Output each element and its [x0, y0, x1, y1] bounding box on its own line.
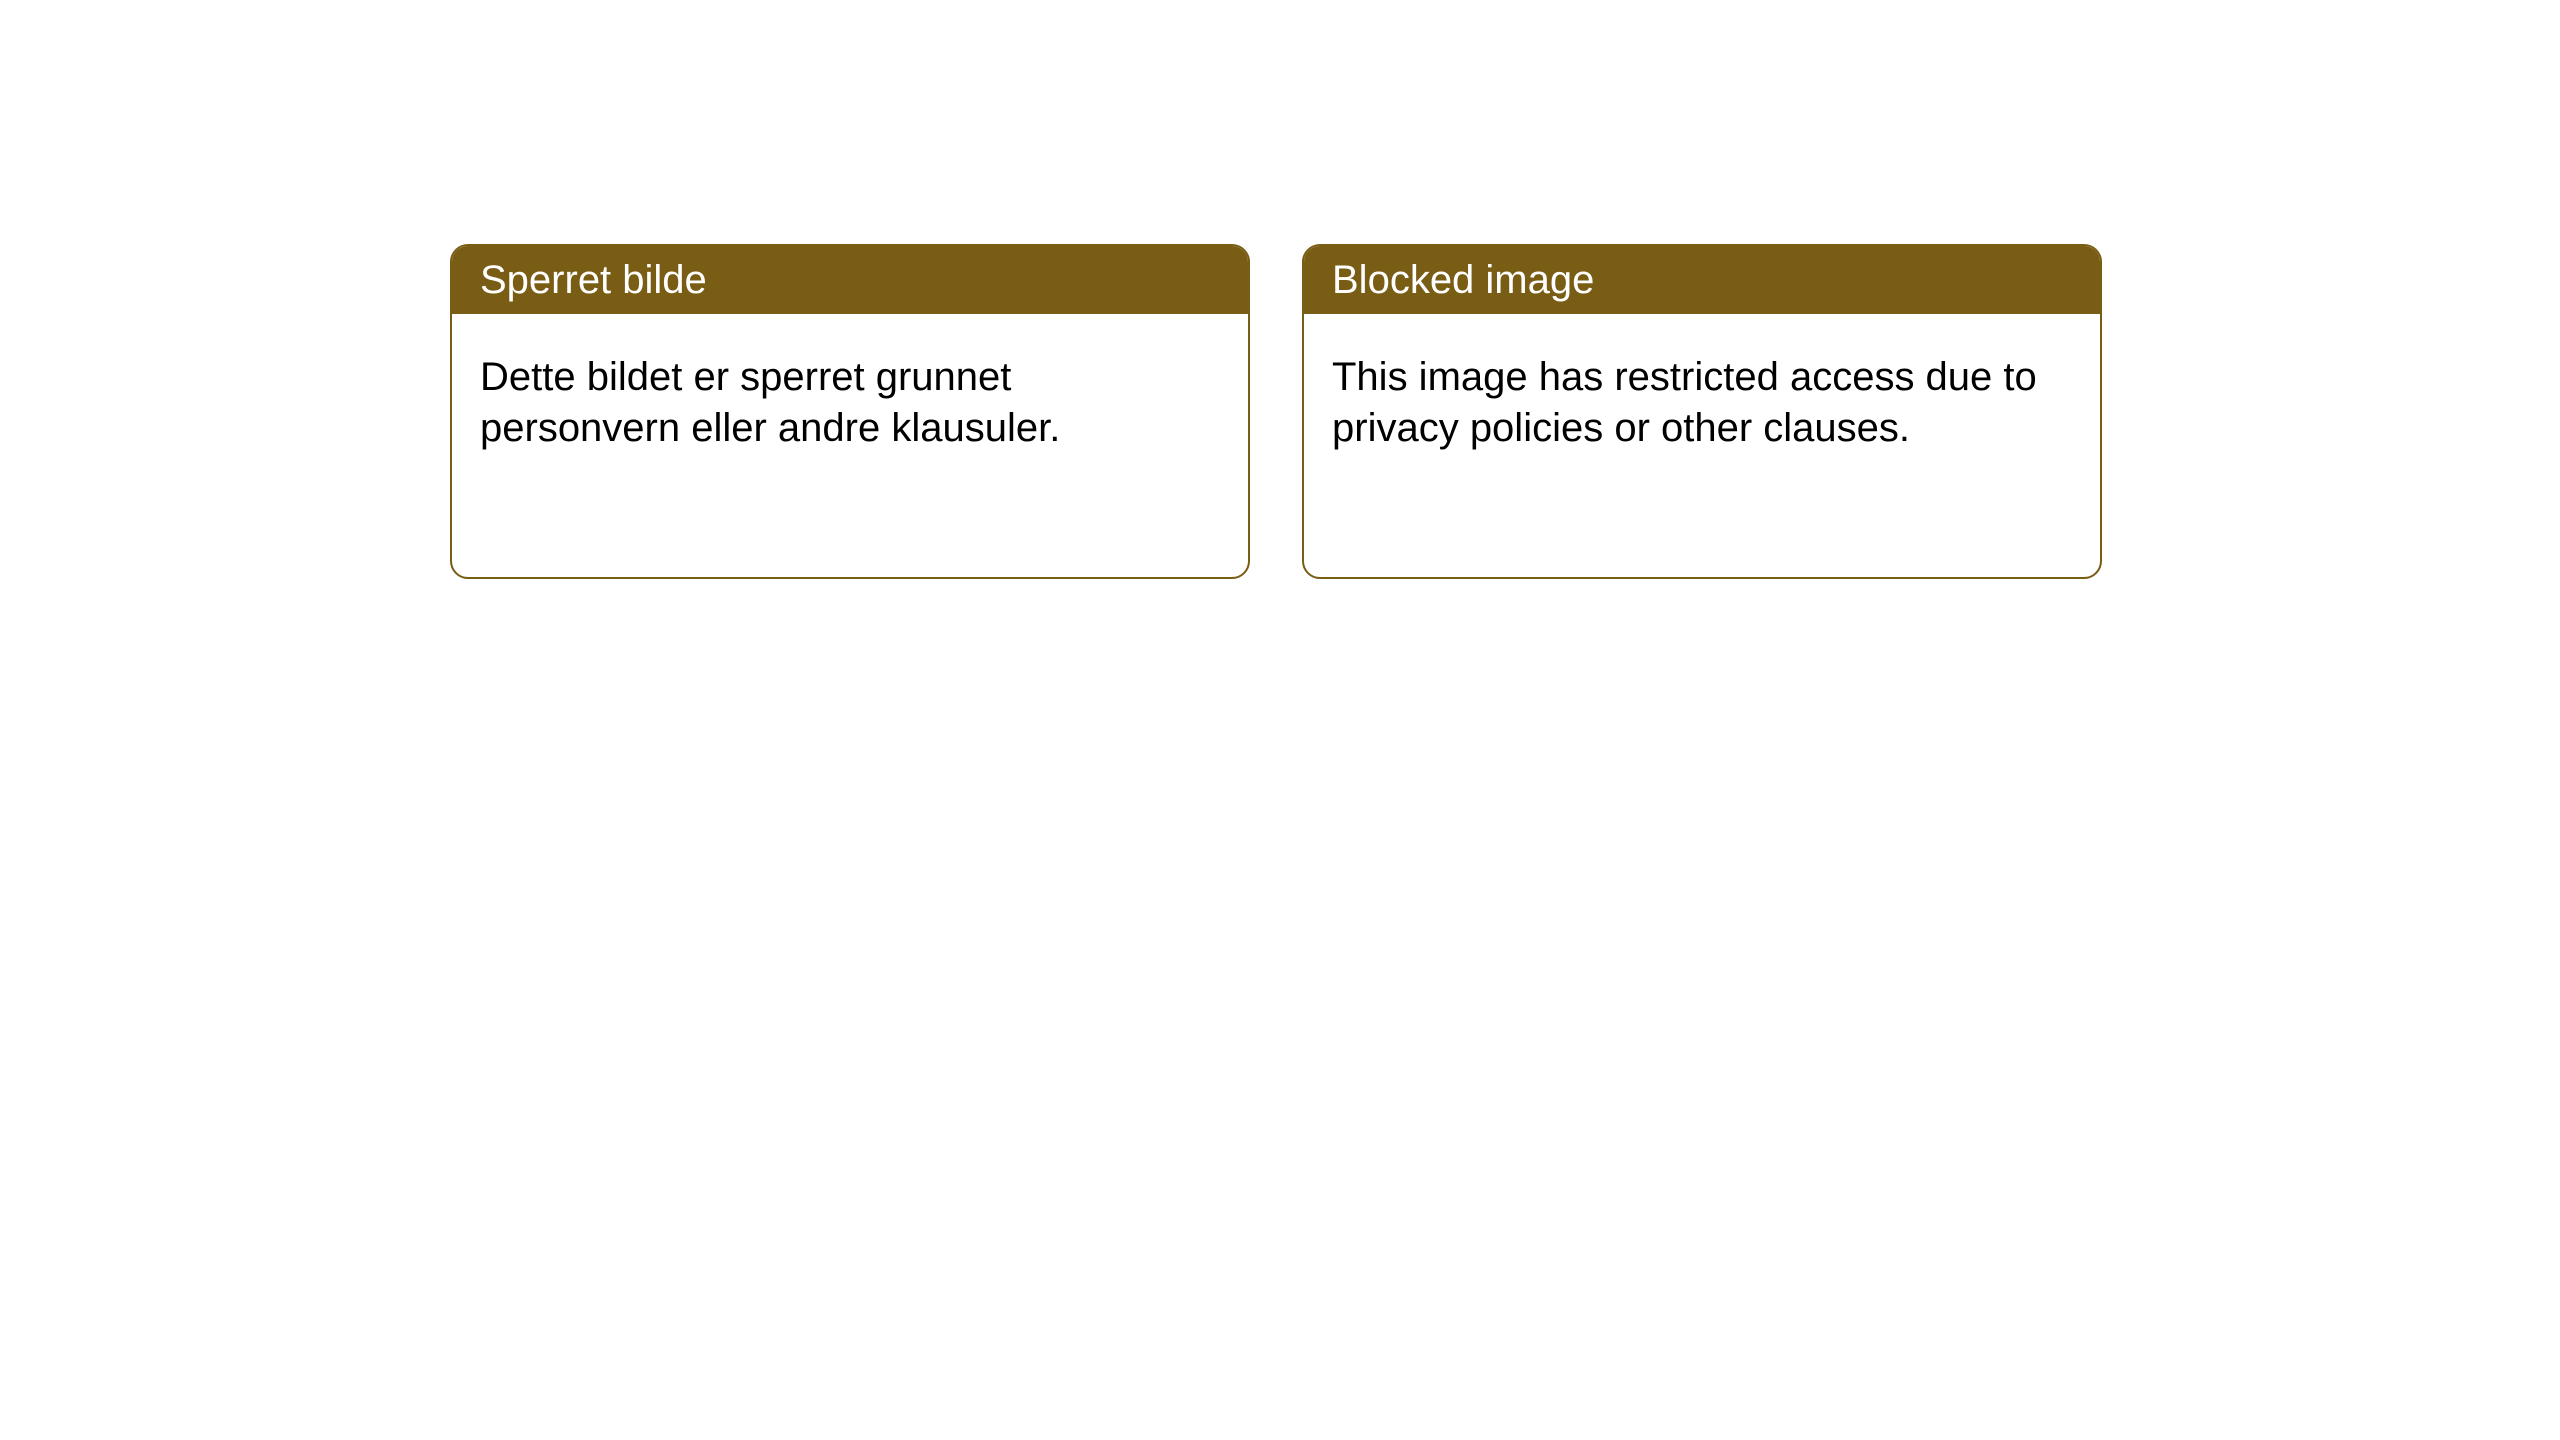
blocked-image-card-en: Blocked image This image has restricted …	[1302, 244, 2102, 579]
card-body-no: Dette bildet er sperret grunnet personve…	[452, 314, 1248, 482]
notice-container: Sperret bilde Dette bildet er sperret gr…	[450, 244, 2102, 579]
card-header-en: Blocked image	[1304, 246, 2100, 314]
card-title-en: Blocked image	[1332, 258, 1594, 302]
card-text-en: This image has restricted access due to …	[1332, 355, 2037, 450]
blocked-image-card-no: Sperret bilde Dette bildet er sperret gr…	[450, 244, 1250, 579]
card-text-no: Dette bildet er sperret grunnet personve…	[480, 355, 1060, 450]
card-header-no: Sperret bilde	[452, 246, 1248, 314]
card-title-no: Sperret bilde	[480, 258, 707, 302]
card-body-en: This image has restricted access due to …	[1304, 314, 2100, 482]
